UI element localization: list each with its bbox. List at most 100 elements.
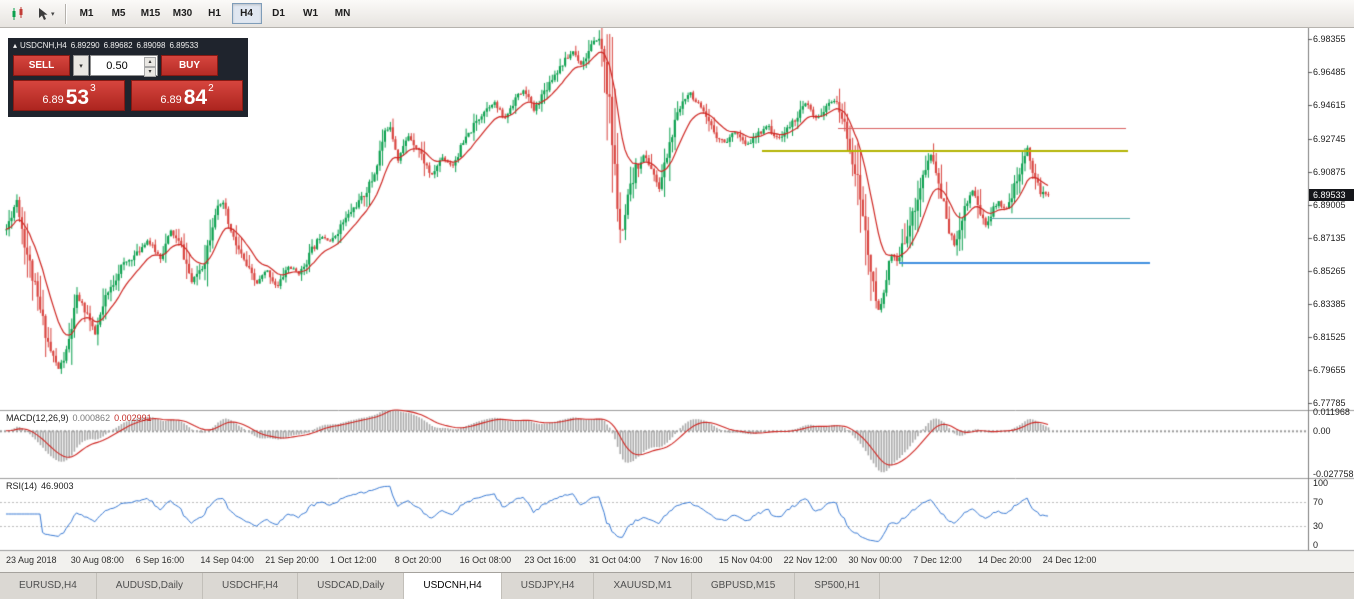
volume-field-box: ▴ ▾ [90,55,158,77]
volume-input[interactable] [91,56,143,75]
timeframe-d1[interactable]: D1 [272,8,285,19]
time-axis-label: 30 Aug 08:00 [70,555,124,565]
volume-spinner: ▴ ▾ [144,57,156,77]
buy-price-button[interactable]: 6.89 84 2 [131,80,243,111]
spin-up-icon[interactable]: ▴ [144,57,156,67]
tab-usdcnh-h4[interactable]: USDCNH,H4 [404,573,502,599]
sell-price-button[interactable]: 6.89 53 3 [13,80,125,111]
timeframe-m5[interactable]: M5 [111,8,126,19]
tab-xauusd-m1[interactable]: XAUUSD,M1 [594,573,692,599]
timeframe-m30[interactable]: M30 [172,8,193,19]
time-axis-label: 14 Dec 20:00 [978,555,1032,565]
chart-type-icon[interactable] [6,2,30,26]
time-axis-label: 30 Nov 00:00 [848,555,902,565]
timeframe-group: M1 M5 M15 M30 H1 H4 D1 W1 MN [71,3,359,24]
timeframe-mn[interactable]: MN [334,8,351,19]
buy-button[interactable]: BUY [161,55,218,76]
spin-down-icon[interactable]: ▾ [144,67,156,77]
collapse-panel-icon[interactable]: ▴ [13,41,18,50]
macd-main-value: 0.000862 [72,413,111,423]
tab-gbpusd-m15[interactable]: GBPUSD,M15 [692,573,796,599]
buy-price-point: 2 [208,83,214,94]
time-axis-label: 23 Oct 16:00 [524,555,576,565]
chart-tab-bar: EURUSD,H4 AUDUSD,Daily USDCHF,H4 USDCAD,Dai… [0,572,1354,599]
time-axis-label: 14 Sep 04:00 [200,555,254,565]
macd-axis-label: 0.011968 [1313,407,1350,418]
symbol-label: USDCNH,H4 [20,41,67,50]
rsi-header: RSI(14) 46.9003 [6,481,74,491]
rsi-axis-label: 0 [1313,540,1319,550]
price-axis-label: 6.77785 [1313,397,1346,408]
time-axis-label: 7 Dec 12:00 [913,555,962,565]
time-axis-label: 21 Sep 20:00 [265,555,319,565]
rsi-axis-label: 70 [1313,496,1324,507]
timeframe-m1[interactable]: M1 [79,8,94,19]
price-axis-label: 6.87135 [1313,232,1346,243]
timeframe-m15[interactable]: M15 [140,8,161,19]
toolbar: ▾ M1 M5 M15 M30 H1 H4 D1 W1 MN [0,0,1354,28]
chart-type-icon-glyph [12,6,23,20]
time-axis-label: 6 Sep 16:00 [135,555,185,565]
one-click-trading-panel: ▴ USDCNH,H4 6.89290 6.89682 6.89098 6.89533 S… [8,38,248,117]
time-axis-label: 23 Aug 2018 [6,555,57,565]
chart-ohlc-header: ▴ USDCNH,H4 6.89290 6.89682 6.89098 6.89533 [13,40,243,52]
price-axis-label: 6.89005 [1313,199,1346,210]
volume-dropdown-button[interactable]: ▾ [73,55,89,76]
sell-price-base: 6.89 [42,94,64,106]
time-axis-label: 22 Nov 12:00 [783,555,838,565]
price-axis-label: 6.90875 [1313,166,1346,177]
time-axis-label: 1 Oct 12:00 [330,555,377,565]
rsi-axis-label: 100 [1313,478,1329,488]
time-axis-label: 8 Oct 20:00 [394,555,442,565]
tab-usdchf-h4[interactable]: USDCHF,H4 [203,573,299,599]
time-axis[interactable]: 23 Aug 2018 30 Aug 08:00 6 Sep 16:00 14 Sep… [0,550,1308,572]
time-axis-label: 16 Oct 08:00 [459,555,512,565]
trade-price-row: 6.89 53 3 6.89 84 2 [13,80,243,111]
sell-price-pips: 53 [65,86,90,109]
price-axis-label: 6.94615 [1313,100,1346,111]
chevron-down-icon: ▾ [51,10,55,18]
timeframe-h4[interactable]: H4 [231,3,262,24]
price-axis-label: 6.85265 [1313,265,1346,276]
cursor-icon-glyph [39,7,48,20]
buy-price-base: 6.89 [160,94,182,106]
price-axis-label: 6.96485 [1313,67,1346,78]
tab-usdcad-daily[interactable]: USDCAD,Daily [298,573,405,599]
tab-usdjpy-h4[interactable]: USDJPY,H4 [502,573,595,599]
price-axis-label: 6.92745 [1313,133,1346,144]
tab-eurusd-h4[interactable]: EURUSD,H4 [0,573,97,599]
timeframe-h1[interactable]: H1 [208,8,221,19]
macd-signal-value: 0.002991 [114,413,152,423]
price-axis-label: 6.79655 [1313,364,1346,375]
sell-price-point: 3 [90,83,96,94]
chart-canvas[interactable] [0,28,1354,572]
macd-name: MACD(12,26,9) [6,413,69,423]
time-axis-label: 15 Nov 04:00 [718,555,773,565]
sell-button[interactable]: SELL [13,55,70,76]
macd-axis-label: -0.027758 [1313,468,1354,479]
price-axis-label: 6.98355 [1313,34,1346,45]
price-axis-label: 6.83385 [1313,298,1346,309]
time-axis-label: 31 Oct 04:00 [589,555,641,565]
trade-controls-row: SELL ▾ ▴ ▾ BUY [13,55,243,77]
macd-axis-label: 0.00 [1313,425,1331,436]
low-value: 6.89098 [136,41,166,50]
high-value: 6.89682 [103,41,133,50]
open-value: 6.89290 [70,41,100,50]
rsi-axis-label: 30 [1313,521,1324,532]
tab-audusd-daily[interactable]: AUDUSD,Daily [97,573,204,599]
rsi-name: RSI(14) [6,481,38,491]
crosshair-tool-icon[interactable]: ▾ [32,2,59,26]
time-axis-label: 7 Nov 16:00 [654,555,703,565]
time-axis-label: 24 Dec 12:00 [1042,555,1097,565]
buy-price-pips: 84 [183,86,208,109]
current-price-badge: 6.89533 [1309,189,1354,202]
tab-sp500-h1[interactable]: SP500,H1 [795,573,880,599]
chart-region: ▴ USDCNH,H4 6.89290 6.89682 6.89098 6.89533 S… [0,28,1354,572]
close-value: 6.89533 [169,41,199,50]
macd-header: MACD(12,26,9) 0.000862 0.002991 [6,413,152,423]
price-axis-label: 6.81525 [1313,331,1346,342]
rsi-value: 46.9003 [41,481,74,491]
timeframe-w1[interactable]: W1 [303,8,319,19]
